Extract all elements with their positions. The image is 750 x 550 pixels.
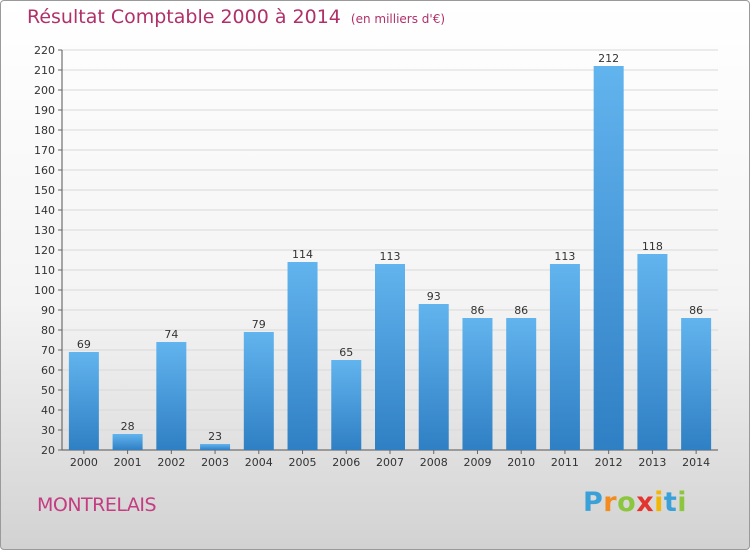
chart-title: Résultat Comptable 2000 à 2014 (en millie… — [27, 6, 445, 28]
bar-series: 69 28 74 23 79 114 65 113 93 86 86 113 212 118 86 — [68, 52, 712, 450]
chart-title-text: Résultat Comptable 2000 à 2014 — [27, 6, 341, 28]
bar-value-label: 69 — [77, 338, 91, 351]
logo-letter: o — [617, 487, 637, 518]
y-tick-label: 140 — [34, 204, 55, 217]
proxiti-logo: Proxiti — [583, 487, 687, 518]
bar-value-label: 79 — [252, 318, 266, 331]
bar-2002 — [156, 342, 187, 450]
y-tick-label: 180 — [34, 124, 55, 137]
x-tick-label: 2005 — [289, 456, 317, 469]
y-tick-label: 210 — [34, 64, 55, 77]
logo-letter: r — [603, 487, 618, 518]
y-tick-label: 170 — [34, 144, 55, 157]
bar-2009 — [462, 318, 493, 450]
bar-2004 — [243, 332, 274, 450]
x-tick-label: 2013 — [638, 456, 666, 469]
y-tick-label: 190 — [34, 104, 55, 117]
town-name: MONTRELAIS — [37, 494, 157, 516]
logo-letter: x — [636, 487, 655, 518]
bar-2005 — [287, 262, 318, 450]
x-tick-label: 2006 — [332, 456, 360, 469]
bar-2014 — [681, 318, 712, 450]
bar-2007 — [375, 264, 405, 450]
chart-subtitle: (en milliers d'€) — [350, 12, 446, 26]
bar-value-label: 65 — [339, 346, 353, 359]
y-tick-label: 60 — [41, 364, 55, 377]
x-tick-label: 2001 — [114, 456, 142, 469]
bar-value-label: 28 — [121, 420, 135, 433]
y-tick-label: 80 — [41, 324, 55, 337]
y-tick-label: 120 — [34, 244, 55, 257]
bar-2010 — [506, 318, 537, 450]
y-tick-label: 220 — [34, 44, 55, 57]
y-tick-label: 130 — [34, 224, 55, 237]
x-tick-label: 2012 — [595, 456, 623, 469]
bar-value-label: 212 — [598, 52, 619, 65]
y-axis-ticks: 20 30 40 50 60 70 80 90 100 110 120 130 140 150 160 170… — [34, 44, 62, 457]
logo-letter: i — [677, 487, 688, 518]
y-tick-label: 20 — [41, 444, 55, 457]
x-tick-label: 2014 — [682, 456, 710, 469]
bar-value-label: 86 — [514, 304, 528, 317]
x-tick-label: 2004 — [245, 456, 273, 469]
bar-value-label: 113 — [380, 250, 401, 263]
x-tick-label: 2008 — [420, 456, 448, 469]
y-tick-label: 50 — [41, 384, 55, 397]
x-axis-ticks: 2000 2001 2002 2003 2004 2005 2006 2007 2008 2009… — [70, 450, 710, 469]
x-tick-label: 2003 — [201, 456, 229, 469]
y-tick-label: 40 — [41, 404, 55, 417]
y-tick-label: 30 — [41, 424, 55, 437]
x-tick-label: 2007 — [376, 456, 404, 469]
logo-letter: t — [663, 487, 678, 518]
logo-letter: P — [583, 487, 604, 518]
y-tick-label: 110 — [34, 264, 55, 277]
bar-value-label: 118 — [642, 240, 663, 253]
bar-value-label: 93 — [427, 290, 441, 303]
bar-value-label: 86 — [470, 304, 484, 317]
y-tick-label: 100 — [34, 284, 55, 297]
bar-value-label: 74 — [164, 328, 178, 341]
bar-2001 — [112, 434, 143, 450]
y-tick-label: 150 — [34, 184, 55, 197]
y-tick-label: 160 — [34, 164, 55, 177]
x-tick-label: 2009 — [463, 456, 491, 469]
x-tick-label: 2010 — [507, 456, 535, 469]
x-tick-label: 2002 — [157, 456, 185, 469]
bar-2006 — [331, 360, 362, 450]
bar-value-label: 23 — [208, 430, 222, 443]
bar-value-label: 113 — [554, 250, 575, 263]
bar-2012 — [593, 66, 624, 450]
bar-2008 — [418, 304, 449, 450]
bar-value-label: 86 — [689, 304, 703, 317]
x-tick-label: 2000 — [70, 456, 98, 469]
y-tick-label: 90 — [41, 304, 55, 317]
x-tick-label: 2011 — [551, 456, 579, 469]
bar-2013 — [637, 254, 668, 450]
bar-2003 — [200, 444, 231, 450]
bar-2000 — [68, 352, 99, 450]
logo-letter: i — [654, 487, 664, 518]
y-tick-label: 70 — [41, 344, 55, 357]
bar-value-label: 114 — [292, 248, 313, 261]
bar-2011 — [549, 264, 580, 450]
y-tick-label: 200 — [34, 84, 55, 97]
